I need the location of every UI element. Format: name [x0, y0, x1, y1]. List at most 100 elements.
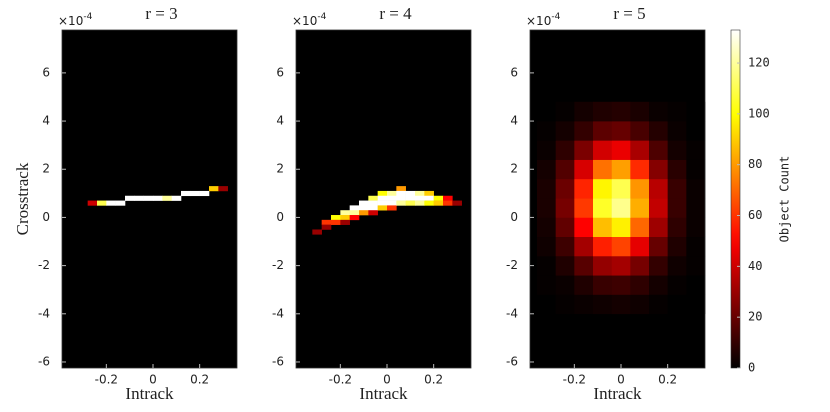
heat-cell: [340, 215, 350, 221]
heat-cell: [593, 159, 612, 180]
heat-cell: [359, 200, 369, 206]
heat-cell: [359, 210, 369, 216]
y-multiplier-exp: -4: [317, 12, 326, 22]
y-tick-label: -6: [272, 354, 284, 368]
heat-cell: [396, 190, 406, 197]
colorbar-tick-label: 60: [748, 208, 762, 222]
heat-cell: [630, 275, 650, 295]
heat-cell: [424, 195, 434, 201]
heat-cell: [405, 190, 416, 197]
heat-cell: [190, 190, 200, 197]
x-axis-label: Intrack: [593, 384, 642, 403]
heat-cell: [199, 190, 210, 197]
heat-cell: [106, 200, 116, 206]
y-multiplier-exp: -4: [551, 12, 560, 22]
y-tick-label: -4: [272, 306, 284, 320]
heat-cell: [667, 275, 687, 295]
heat-cell: [630, 101, 650, 122]
colorbar-tick-label: 80: [748, 157, 762, 171]
colorbar-label: Object Count: [778, 156, 792, 243]
heat-cell: [443, 200, 453, 206]
heat-cell: [368, 195, 378, 201]
heat-cell: [649, 140, 668, 160]
heat-cell: [377, 190, 388, 197]
x-axis-label: Intrack: [359, 384, 408, 403]
heat-cell: [377, 195, 388, 201]
heat-cell: [321, 224, 332, 230]
heat-cell: [630, 236, 650, 257]
heat-cell: [387, 195, 397, 201]
heat-cell: [555, 198, 575, 218]
y-tick-label: 2: [276, 162, 284, 176]
x-tick-label: -0.2: [329, 373, 352, 387]
panel-title: r = 5: [613, 4, 645, 23]
heat-cell: [611, 159, 631, 180]
heat-cell: [396, 200, 406, 206]
heat-cell: [611, 236, 631, 257]
heat-cell: [377, 200, 388, 206]
heat-cell: [396, 195, 406, 201]
colorbar-tick-label: 40: [748, 259, 762, 273]
x-axis-label: Intrack: [125, 384, 174, 403]
x-tick-label: 0: [383, 373, 391, 387]
heat-cell: [630, 121, 650, 141]
heat-cell: [452, 200, 462, 206]
heat-cell: [331, 215, 341, 221]
y-tick-label: 6: [42, 65, 50, 79]
heat-cell: [686, 255, 706, 276]
heat-cell: [312, 229, 322, 235]
heat-cell: [331, 219, 341, 225]
heat-cell: [415, 200, 425, 206]
heat-cell: [181, 190, 191, 197]
y-tick-label: 0: [276, 210, 284, 224]
y-tick-label: 6: [276, 65, 284, 79]
colorbar-tick-label: 100: [748, 106, 770, 120]
heat-cell: [97, 200, 107, 206]
heat-cell: [574, 294, 594, 315]
heat-cell: [649, 275, 668, 295]
heat-cell: [537, 140, 556, 160]
heat-cell: [162, 195, 172, 201]
heat-cell: [649, 198, 668, 218]
heat-cell: [405, 200, 416, 206]
y-tick-label: -2: [38, 258, 50, 272]
heat-cell: [555, 178, 575, 199]
heat-cell: [667, 198, 687, 218]
heat-cell: [537, 159, 556, 180]
x-tick-label: -0.2: [563, 373, 586, 387]
x-tick-label: 0.2: [424, 373, 443, 387]
x-tick-label: -0.2: [95, 373, 118, 387]
heat-cell: [686, 198, 706, 218]
y-tick-label: 4: [276, 114, 284, 128]
heat-cell: [537, 178, 556, 199]
heat-cell: [574, 140, 594, 160]
y-tick-label: -6: [506, 354, 518, 368]
heat-cell: [349, 205, 360, 211]
heat-cell: [433, 195, 444, 201]
heat-cell: [593, 121, 612, 141]
heat-cell: [593, 178, 612, 199]
heat-cell: [611, 275, 631, 295]
heat-cell: [555, 236, 575, 257]
heat-cell: [574, 198, 594, 218]
heat-cell: [630, 140, 650, 160]
heat-cell: [667, 236, 687, 257]
axes-box: [61, 29, 238, 369]
heat-cell: [630, 159, 650, 180]
axes-box: [295, 29, 472, 369]
heat-cell: [387, 205, 397, 211]
x-tick-label: 0.2: [190, 373, 209, 387]
heat-cell: [359, 205, 369, 211]
panel-title: r = 4: [379, 4, 412, 23]
y-tick-label: 2: [510, 162, 518, 176]
heat-cell: [649, 236, 668, 257]
heat-cell: [574, 178, 594, 199]
heat-cell: [630, 217, 650, 238]
heat-cell: [686, 236, 706, 257]
y-tick-label: 0: [510, 210, 518, 224]
y-tick-label: -4: [38, 306, 50, 320]
heat-cell: [649, 159, 668, 180]
colorbar-tick-label: 120: [748, 56, 770, 70]
heat-cell: [555, 275, 575, 295]
